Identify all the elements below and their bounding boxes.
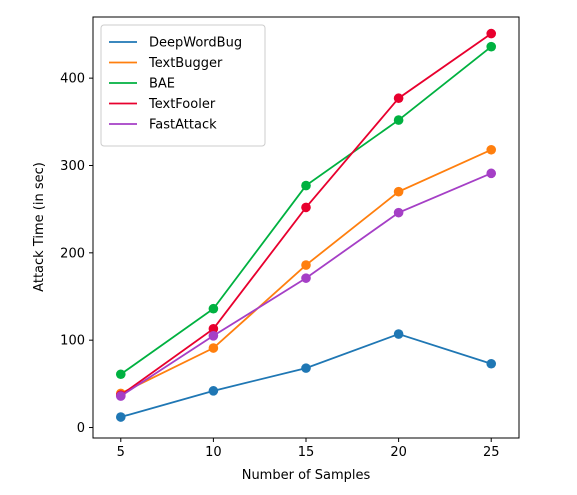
data-point [301,363,311,373]
data-point [301,180,311,191]
data-point [393,115,404,125]
data-point [208,303,219,314]
axis-ticks: 5 10 15 20 25 0 100 200 300 400 [60,72,499,460]
data-point [486,41,497,52]
data-point [208,324,219,334]
series-bae [115,41,497,380]
legend: DeepWordBug TextBugger BAE TextFooler FastAt… [100,24,266,147]
data-point [115,412,126,422]
x-tick-label: 15 [298,445,315,460]
data-point [301,260,311,270]
series-deepwordbug [115,329,497,422]
data-point [208,343,219,353]
x-tick-label: 20 [390,445,407,460]
y-axis-label: Attack Time (in sec) [32,162,47,292]
legend-entry: TextBugger [148,56,223,71]
data-point [301,273,311,283]
series-fastattack [115,168,497,401]
y-tick-label: 200 [60,246,85,261]
legend-entry: BAE [149,77,175,92]
legend-entry: FastAttack [149,118,217,133]
y-tick-label: 300 [60,159,85,174]
y-tick-label: 100 [60,334,85,349]
x-tick-label: 5 [117,445,125,460]
y-tick-label: 400 [60,72,85,87]
y-tick-label: 0 [77,421,85,436]
data-point [393,207,404,218]
data-point [208,386,219,396]
data-point [486,144,497,155]
x-axis-label: Number of Samples [242,468,371,483]
data-point [208,331,219,341]
data-point [486,358,497,369]
data-point [393,93,404,104]
x-tick-label: 10 [205,445,222,460]
x-tick-label: 25 [483,445,500,460]
legend-box [100,24,266,147]
data-point [115,391,126,401]
data-point [393,186,404,197]
data-point [486,168,497,179]
legend-entry: DeepWordBug [149,36,242,51]
series-group [115,28,497,422]
data-point [115,369,126,380]
series-textfooler [115,28,497,401]
data-point [486,28,497,39]
legend-entry: TextFooler [148,97,216,112]
data-point [393,329,404,339]
data-point [301,202,311,213]
